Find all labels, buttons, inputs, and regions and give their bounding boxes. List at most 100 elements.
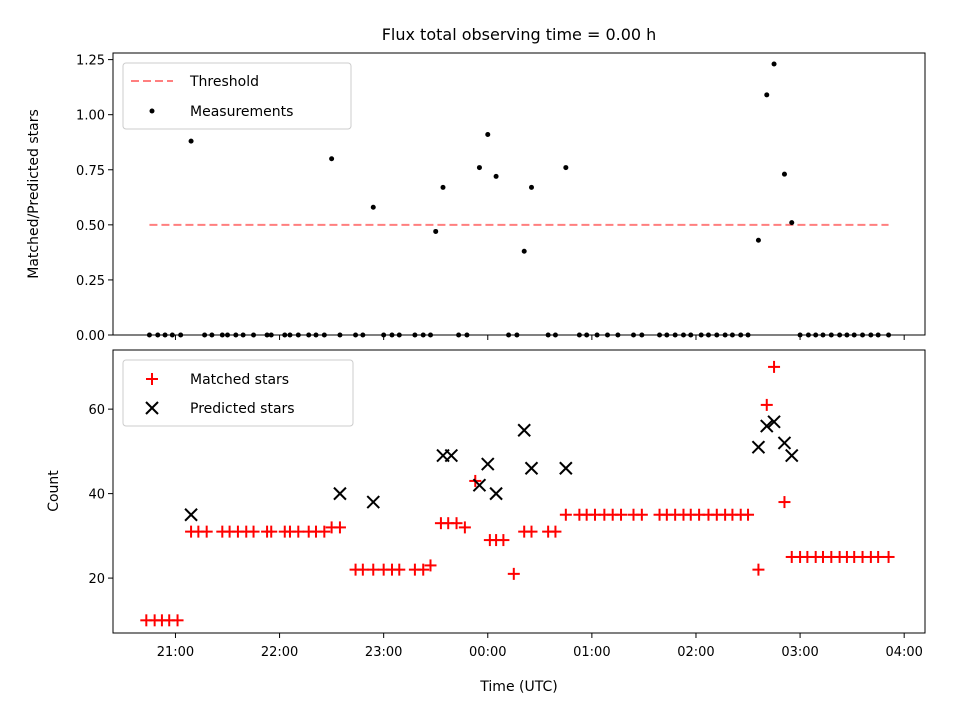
matched-star-point: [778, 496, 791, 509]
matched-star-point: [417, 563, 430, 576]
top-y-tick-label: 1.00: [76, 109, 105, 124]
bottom-y-tick-label: 60: [88, 403, 105, 418]
predicted-star-point: [472, 478, 487, 492]
bottom-legend: Matched stars Predicted stars: [122, 359, 354, 427]
matched-star-point: [525, 525, 538, 538]
bottom-axes: 20 40 60 21:00 22:00 23:00 00:00 01:00 02:00 03:…: [46, 349, 926, 695]
bottom-axes-frame: [112, 349, 926, 634]
top-legend-box: [122, 62, 352, 130]
bottom-y-tick-label: 40: [88, 488, 105, 503]
measurement-point: [370, 204, 376, 210]
matched-star-point: [497, 534, 510, 547]
predicted-star-point: [559, 461, 573, 475]
x-tick-label: 01:00: [573, 645, 610, 660]
top-y-tick-label: 0.00: [76, 329, 105, 344]
predicted-star-point: [366, 495, 380, 509]
legend-matched-label: Matched stars: [190, 372, 289, 388]
measurement-point: [781, 171, 787, 177]
predicted-star-point: [489, 486, 503, 501]
top-axes-frame: [112, 52, 926, 336]
measurement-point: [440, 184, 446, 190]
measurement-point: [476, 165, 482, 171]
measurement-point: [771, 61, 777, 67]
x-tick-label: 02:00: [677, 645, 714, 660]
bottom-y-ticks: 20 40 60: [88, 403, 113, 587]
bottom-y-axis-label: Count: [46, 470, 62, 512]
matched-star-point: [549, 525, 562, 538]
matched-star-point: [742, 508, 755, 521]
matched-star-point: [882, 550, 895, 563]
top-x-ticks: [174, 335, 905, 340]
measurement-point: [764, 92, 770, 98]
top-axes: 0.00 0.25 0.50 0.75 1.00 1.25 Matched/Predict…: [26, 52, 926, 344]
matched-star-point: [318, 525, 331, 538]
bottom-plot-marks: [140, 360, 895, 627]
top-y-tick-label: 0.25: [76, 274, 105, 289]
measurement-point: [521, 248, 527, 254]
matched-star-point: [507, 567, 520, 580]
top-y-ticks: 0.00 0.25 0.50 0.75 1.00 1.25: [76, 54, 113, 344]
matched-star-point: [450, 517, 463, 530]
measurement-point: [755, 237, 761, 243]
top-y-axis-label: Matched/Predicted stars: [26, 109, 42, 279]
measurement-point: [493, 173, 499, 179]
predicted-star-point: [517, 423, 531, 437]
x-tick-label: 21:00: [157, 645, 194, 660]
bottom-legend-box: [122, 359, 354, 427]
predicted-star-point: [785, 448, 799, 463]
matched-star-point: [247, 525, 260, 538]
matched-star-point: [292, 525, 305, 538]
x-tick-label: 03:00: [781, 645, 818, 660]
matched-star-point: [458, 521, 471, 534]
predicted-star-point: [767, 415, 781, 429]
measurement-point: [485, 132, 491, 138]
legend-measurements-label: Measurements: [190, 104, 293, 120]
chart-title: Flux total observing time = 0.00 h: [382, 25, 657, 44]
x-tick-label: 22:00: [261, 645, 298, 660]
matched-star-point: [872, 550, 885, 563]
top-y-tick-label: 0.50: [76, 219, 105, 234]
predicted-star-point: [481, 457, 495, 471]
top-y-tick-label: 1.25: [76, 54, 105, 69]
legend-threshold-label: Threshold: [189, 74, 259, 90]
legend-measurements-swatch: [149, 108, 155, 114]
matched-star-point: [768, 360, 781, 373]
bottom-x-ticks: 21:00 22:00 23:00 00:00 01:00 02:00 03:00 04:00: [157, 633, 923, 660]
legend-matched-swatch: [146, 373, 158, 385]
predicted-star-point: [760, 419, 774, 433]
predicted-star-point: [777, 436, 792, 450]
matched-star-point: [635, 508, 648, 521]
predicted-star-point: [751, 440, 766, 454]
matched-star-point: [559, 508, 572, 521]
measurement-point: [563, 165, 569, 171]
measurement-point: [329, 156, 335, 162]
matched-star-point: [424, 559, 437, 572]
x-tick-label: 04:00: [885, 645, 922, 660]
top-y-tick-label: 0.75: [76, 164, 105, 179]
measurement-point: [789, 220, 795, 226]
matched-star-point: [752, 563, 765, 576]
matched-star-point: [615, 508, 628, 521]
matched-star-point: [171, 614, 184, 627]
bottom-y-tick-label: 20: [88, 572, 105, 587]
matched-star-point: [367, 563, 380, 576]
predicted-star-point: [184, 508, 198, 522]
predicted-star-point: [444, 448, 459, 463]
x-axis-label: Time (UTC): [479, 679, 557, 695]
matched-star-point: [333, 521, 346, 534]
predicted-star-point: [524, 461, 539, 475]
legend-predicted-label: Predicted stars: [190, 401, 295, 417]
matched-star-point: [265, 525, 278, 538]
x-tick-label: 23:00: [365, 645, 402, 660]
legend-predicted-swatch: [145, 401, 159, 415]
measurement-point: [433, 228, 439, 234]
measurement-point: [528, 184, 534, 190]
matched-star-point: [760, 398, 773, 411]
matched-star-point: [200, 525, 213, 538]
predicted-star-point: [333, 486, 347, 501]
measurement-point: [188, 138, 194, 144]
matched-star-point: [393, 563, 406, 576]
top-legend: Threshold Measurements: [122, 62, 352, 130]
x-tick-label: 00:00: [469, 645, 506, 660]
